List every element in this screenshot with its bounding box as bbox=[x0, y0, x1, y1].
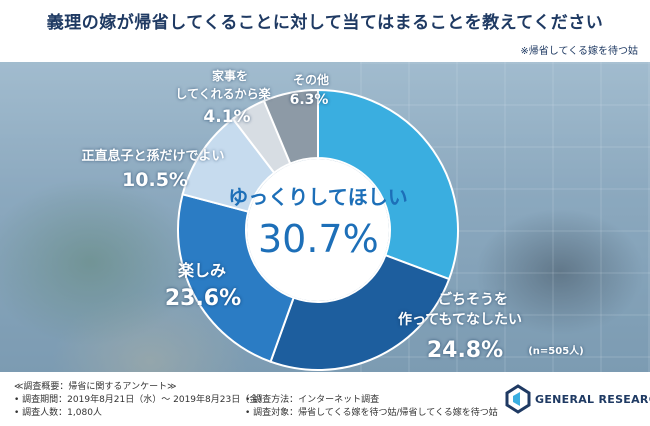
sample-size: (n=505人) bbox=[528, 346, 584, 357]
label-slice-kaji-1: 家事を bbox=[211, 69, 248, 83]
survey-count: • 調査人数：1,080人 bbox=[14, 408, 102, 418]
header: 義理の嫁が帰省してくることに対して当てはまることを教えてください ※帰省してくる… bbox=[0, 0, 650, 62]
label-slice-yukkuri: ゆっくりしてほしい bbox=[228, 185, 408, 209]
page-title: 義理の嫁が帰省してくることに対して当てはまることを教えてください bbox=[46, 13, 604, 33]
value-slice-shoujiki: 10.5% bbox=[122, 169, 188, 191]
value-slice-kaji: 4.1% bbox=[203, 107, 251, 127]
slice-yukkuri bbox=[317, 88, 459, 281]
label-slice-sonota: その他 bbox=[292, 73, 329, 87]
value-slice-tanoshimi: 23.6% bbox=[164, 286, 242, 311]
slice-tanoshimi bbox=[177, 193, 295, 364]
label-slice-gochisou-2: 作ってもてなしたい bbox=[397, 312, 523, 328]
label-slice-tanoshimi: 楽しみ bbox=[177, 261, 226, 280]
survey-period: • 調査期間：2019年8月21日（水）～ 2019年8月23日（金） bbox=[14, 395, 268, 405]
slice-sonota bbox=[262, 88, 319, 165]
label-slice-kaji-2: してくれるから楽 bbox=[175, 87, 271, 101]
survey-overview: ≪調査概要：帰省に関するアンケート≫ bbox=[14, 382, 177, 392]
donut-hole bbox=[247, 159, 389, 301]
general-research-logo-icon bbox=[505, 384, 531, 414]
respondent-note: ※帰省してくる嫁を待つ姑 bbox=[520, 46, 638, 57]
value-slice-sonota: 6.3% bbox=[289, 92, 329, 108]
survey-method: • 調査方法：インターネット調査 bbox=[245, 395, 380, 405]
label-slice-gochisou-1: ごちそうを bbox=[438, 292, 508, 308]
brand-name: GENERAL RESEARCH bbox=[535, 393, 650, 406]
survey-target: • 調査対象：帰省してくる嫁を待つ姑/帰省してくる嫁を待つ姑 bbox=[245, 408, 498, 418]
footer bbox=[0, 372, 650, 426]
slice-gochisou bbox=[269, 253, 451, 371]
value-slice-gochisou: 24.8% bbox=[426, 338, 504, 363]
label-slice-shoujiki: 正直息子と孫だけでよい bbox=[81, 149, 225, 164]
value-slice-yukkuri: 30.7% bbox=[258, 217, 379, 261]
